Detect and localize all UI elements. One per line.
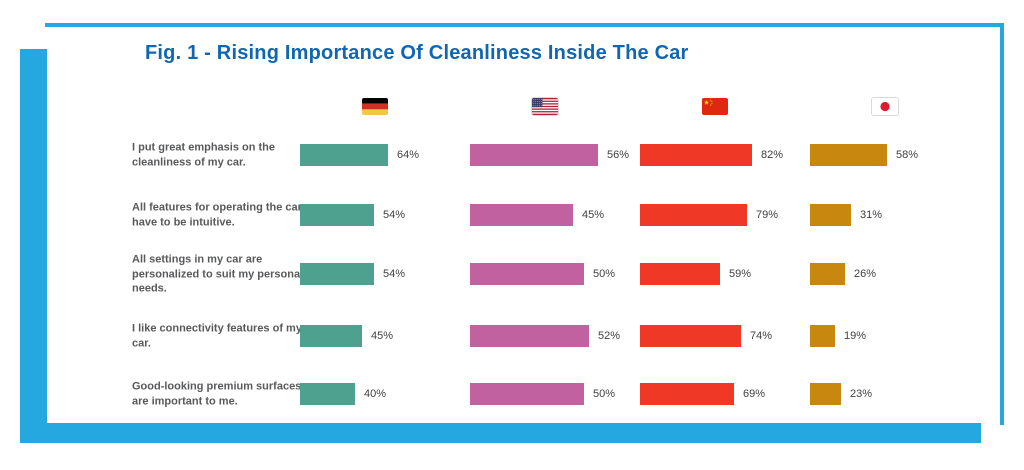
- value-label-usa-row1: 56%: [607, 149, 630, 161]
- statement-label: All features for operating the car have …: [132, 201, 302, 229]
- bar-china-row5: [640, 383, 734, 405]
- value-label-japan-row4: 19%: [844, 330, 867, 342]
- bar-japan-row4: [810, 325, 835, 347]
- bar-china-row2: [640, 204, 747, 226]
- value-label-germany-row2: 54%: [383, 209, 406, 221]
- value-label-japan-row1: 58%: [896, 149, 919, 161]
- statement-label: Good-looking premium surfaces are import…: [132, 380, 302, 408]
- germany-flag-icon: [362, 98, 388, 115]
- usa-flag-icon: [532, 98, 558, 115]
- bar-china-row1: [640, 144, 752, 166]
- bar-china-row3: [640, 263, 720, 285]
- value-label-china-row2: 79%: [756, 209, 779, 221]
- value-label-usa-row2: 45%: [582, 209, 605, 221]
- value-label-japan-row2: 31%: [860, 209, 883, 221]
- figure-title: Fig. 1 - Rising Importance Of Cleanlines…: [145, 42, 689, 64]
- value-label-germany-row1: 64%: [397, 149, 420, 161]
- bar-germany-row5: [300, 383, 355, 405]
- bar-usa-row3: [470, 263, 584, 285]
- value-label-usa-row5: 50%: [593, 388, 616, 400]
- china-flag-icon: [702, 98, 728, 115]
- value-label-germany-row4: 45%: [371, 330, 394, 342]
- value-label-china-row1: 82%: [761, 149, 784, 161]
- statement-label: I put great emphasis on the cleanliness …: [132, 141, 276, 169]
- frame-accent-left-bar: [20, 49, 47, 443]
- value-label-japan-row5: 23%: [850, 388, 873, 400]
- value-label-china-row5: 69%: [743, 388, 766, 400]
- bar-usa-row1: [470, 144, 598, 166]
- japan-flag-icon: [872, 98, 898, 115]
- value-label-germany-row5: 40%: [364, 388, 387, 400]
- bar-usa-row4: [470, 325, 589, 347]
- bar-japan-row2: [810, 204, 851, 226]
- bar-germany-row4: [300, 325, 362, 347]
- value-label-china-row3: 59%: [729, 268, 752, 280]
- bar-japan-row3: [810, 263, 845, 285]
- value-label-china-row4: 74%: [750, 330, 773, 342]
- bar-usa-row2: [470, 204, 573, 226]
- bar-japan-row5: [810, 383, 841, 405]
- value-label-usa-row4: 52%: [598, 330, 621, 342]
- value-label-germany-row3: 54%: [383, 268, 406, 280]
- bar-germany-row2: [300, 204, 374, 226]
- value-label-japan-row3: 26%: [854, 268, 877, 280]
- bar-germany-row1: [300, 144, 388, 166]
- bar-usa-row5: [470, 383, 584, 405]
- statement-label: I like connectivity features of my car.: [132, 322, 302, 350]
- bar-japan-row1: [810, 144, 887, 166]
- statement-label: All settings in my car are personalized …: [132, 253, 304, 295]
- bar-germany-row3: [300, 263, 374, 285]
- bar-china-row4: [640, 325, 741, 347]
- value-label-usa-row3: 50%: [593, 268, 616, 280]
- frame-accent-bottom-bar: [20, 423, 981, 443]
